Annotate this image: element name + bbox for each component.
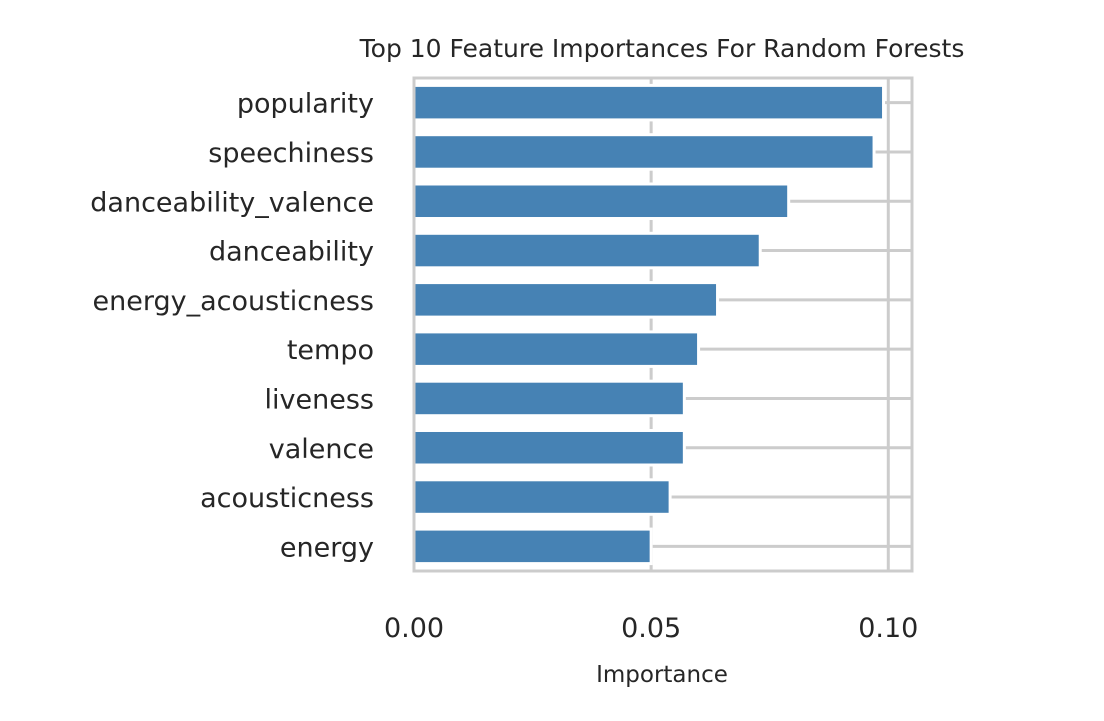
y-tick-label-1: speechiness <box>208 138 374 169</box>
y-tick-label-5: tempo <box>287 335 374 366</box>
bars-layer <box>412 83 886 566</box>
x-tick-labels: 0.00 0.05 0.10 <box>384 613 918 644</box>
bar-popularity <box>412 83 886 122</box>
bar-energy <box>412 527 653 566</box>
y-tick-label-4: energy_acousticness <box>93 286 374 317</box>
y-tick-label-6: liveness <box>265 384 374 415</box>
bar-speechiness <box>412 133 876 171</box>
x-tick-label-2: 0.10 <box>858 613 918 644</box>
bar-danceability <box>412 231 762 270</box>
bar-acousticness <box>412 478 672 516</box>
x-axis-label: Importance <box>596 662 728 688</box>
bar-valence <box>412 428 686 467</box>
y-tick-label-7: valence <box>269 434 374 465</box>
y-tick-label-2: danceability_valence <box>90 187 374 218</box>
bar-danceability_valence <box>412 182 791 221</box>
y-tick-label-3: danceability <box>209 237 374 268</box>
y-tick-label-8: acousticness <box>200 483 374 514</box>
bar-energy_acousticness <box>412 281 720 319</box>
y-tick-labels: popularity speechiness danceability_valenc… <box>90 89 374 564</box>
plot-frame <box>412 76 914 573</box>
x-tick-label-0: 0.00 <box>384 613 444 644</box>
x-tick-label-1: 0.05 <box>621 613 681 644</box>
bar-liveness <box>412 379 686 418</box>
y-tick-label-9: energy <box>280 532 374 563</box>
chart-title: Top 10 Feature Importances For Random Fo… <box>359 34 965 63</box>
bar-tempo <box>412 330 701 368</box>
y-tick-label-0: popularity <box>237 89 374 120</box>
